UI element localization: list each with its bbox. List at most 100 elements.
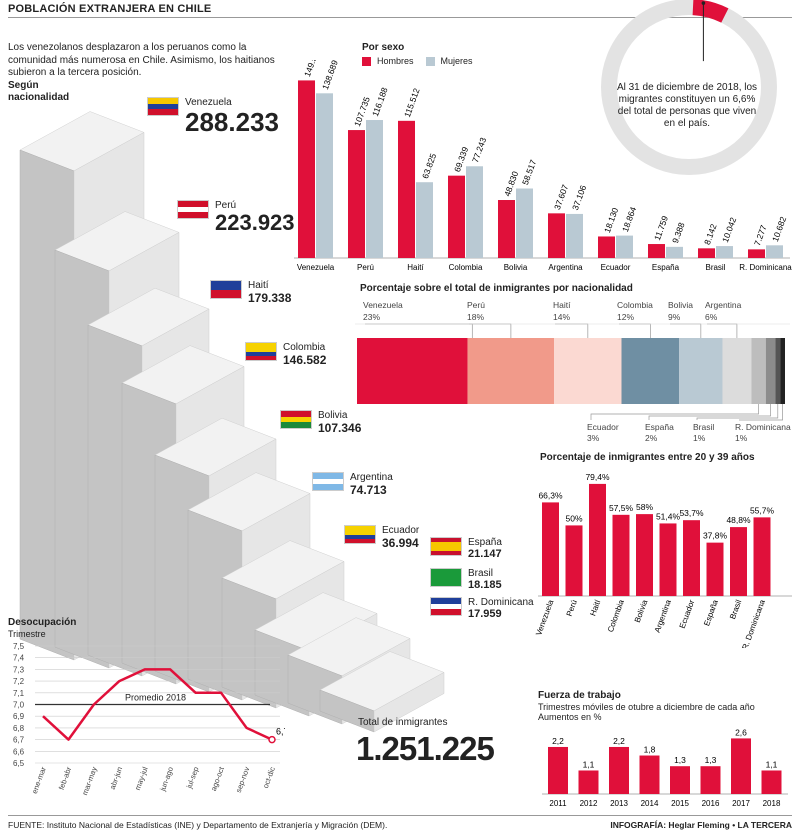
line-ytick: 7,5 <box>13 642 25 651</box>
sex-category-label: Colombia <box>449 263 483 272</box>
sex-bar-label: 8.142 <box>702 222 719 246</box>
donut-slice-migrants <box>692 0 729 23</box>
pct-category-label: España <box>645 422 674 432</box>
nationality-label-2: Haití 179.338 <box>210 280 291 304</box>
age-bar <box>636 514 653 596</box>
age-bar <box>683 520 700 596</box>
pct-stacked-bar: Venezuela 23% Perú 18% Haití 14% Colombia 12% Bo… <box>355 300 791 443</box>
flag-icon <box>177 200 209 219</box>
line-ytick: 6,8 <box>13 724 25 733</box>
sex-bar-label: 18.130 <box>602 206 620 234</box>
flag-icon <box>147 97 179 116</box>
workforce-category-label: 2018 <box>763 799 781 808</box>
workforce-category-label: 2013 <box>610 799 628 808</box>
flag-icon <box>430 537 462 556</box>
workforce-bar-chart: 2,2 2011 1,1 2012 2,2 2013 1,8 2014 1,3 2015 1,3 20… <box>542 727 788 808</box>
unemployment-line <box>42 668 273 741</box>
age-bar-label: 57,5% <box>609 503 634 513</box>
age-bar <box>589 483 606 596</box>
sex-category-label: Bolivia <box>504 263 528 272</box>
sex-bar-label: 115.512 <box>402 87 422 119</box>
workforce-bar-label: 1,1 <box>766 759 778 769</box>
workforce-bar-label: 1,8 <box>644 745 656 755</box>
age-category-label: Brasil <box>728 598 743 620</box>
nationality-total: 288.233 <box>185 107 279 137</box>
nationality-total: 36.994 <box>382 536 419 550</box>
nationality-total: 179.338 <box>248 291 292 305</box>
pct-category-label: Argentina <box>705 300 742 310</box>
page-title: POBLACIÓN EXTRANJERA EN CHILE <box>8 3 212 15</box>
workforce-category-label: 2014 <box>641 799 659 808</box>
flag-icon <box>245 342 277 361</box>
sex-bar-hombres <box>648 244 665 258</box>
sex-category-label: Haití <box>407 263 424 272</box>
age-category-label: España <box>702 598 720 627</box>
sex-bar-hombres <box>348 130 365 258</box>
line-xtick: abr-jun <box>108 766 124 791</box>
pct-category-label: Bolivia <box>668 300 693 310</box>
age-category-label: Colombia <box>606 598 626 633</box>
pct-chart-title: Porcentaje sobre el total de inmigrantes… <box>360 283 633 294</box>
flag-icon <box>280 410 312 429</box>
nationality-total: 223.923 <box>215 210 295 235</box>
sex-bar-label: 37.607 <box>552 183 570 211</box>
sex-bar-label: 10.682 <box>770 215 788 243</box>
age-bar-label: 53,7% <box>679 508 704 518</box>
sex-bar-hombres <box>748 249 765 258</box>
pct-value-label: 6% <box>705 312 718 322</box>
age-bar <box>542 502 559 596</box>
age-bar-label: 51,4% <box>656 511 681 521</box>
nationality-total: 18.185 <box>468 579 502 591</box>
pct-segment <box>467 338 555 404</box>
workforce-bar <box>670 766 690 794</box>
age-category-label: Haití <box>588 598 602 617</box>
nationality-label-6: Ecuador 36.994 <box>344 525 419 549</box>
pct-leader <box>739 404 783 421</box>
nationality-text: Brasil 18.185 <box>468 568 502 591</box>
line-xtick: sep-nov <box>234 765 252 793</box>
sex-bar-label: 77.243 <box>470 136 488 164</box>
age-bar <box>753 517 771 596</box>
nationality-label-0: Venezuela 288.233 <box>147 97 279 135</box>
pct-value-label: 18% <box>467 312 484 322</box>
donut-text: Al 31 de diciembre de 2018, los migrante… <box>616 82 758 129</box>
pct-leader <box>365 323 473 338</box>
nationality-name: España <box>468 537 502 548</box>
pct-segment <box>554 338 622 404</box>
sex-bar-label: 37.106 <box>570 184 588 212</box>
nationality-total: 21.147 <box>468 548 502 560</box>
age-bar-label: 55,7% <box>750 505 775 515</box>
legend-mujeres: Mujeres <box>440 56 473 66</box>
stair-block-9 <box>319 651 445 733</box>
sex-bar-mujeres <box>766 245 783 258</box>
line-xtick: mar-may <box>80 765 99 796</box>
pct-leader <box>619 323 651 338</box>
nationality-name: R. Dominicana <box>468 597 534 608</box>
pct-segment <box>621 338 680 404</box>
pct-category-label: Haití <box>553 300 571 310</box>
workforce-category-label: 2017 <box>732 799 750 808</box>
nationality-label-3: Colombia 146.582 <box>245 342 326 366</box>
pct-category-label: Venezuela <box>363 300 403 310</box>
sex-bar-hombres <box>498 200 515 258</box>
line-ytick: 6,9 <box>13 712 25 721</box>
nationality-text: Perú 223.923 <box>215 200 295 234</box>
sex-bar-label: 9.388 <box>670 221 687 245</box>
nationality-name: Bolivia <box>318 410 348 421</box>
sex-category-label: Venezuela <box>297 263 335 272</box>
flag-icon <box>210 280 242 299</box>
sex-category-label: España <box>652 263 680 272</box>
age-category-label: Venezuela <box>534 598 555 637</box>
workforce-subtitle: Trimestres móviles de otubre a diciembre… <box>538 702 755 712</box>
age-chart-title: Porcentaje de inmigrantes entre 20 y 39 … <box>540 452 755 463</box>
donut-ring <box>601 0 777 175</box>
pct-leader <box>670 323 702 338</box>
legend-swatch-hombres <box>362 56 371 66</box>
pct-segment <box>722 338 752 404</box>
age-bar-label: 79,4% <box>585 472 610 482</box>
pct-leader <box>555 323 589 338</box>
sex-bar-label: 7.277 <box>752 223 769 247</box>
pct-leader <box>648 404 771 420</box>
pct-category-label: R. Dominicana <box>735 422 791 432</box>
flag-icon <box>344 525 376 544</box>
